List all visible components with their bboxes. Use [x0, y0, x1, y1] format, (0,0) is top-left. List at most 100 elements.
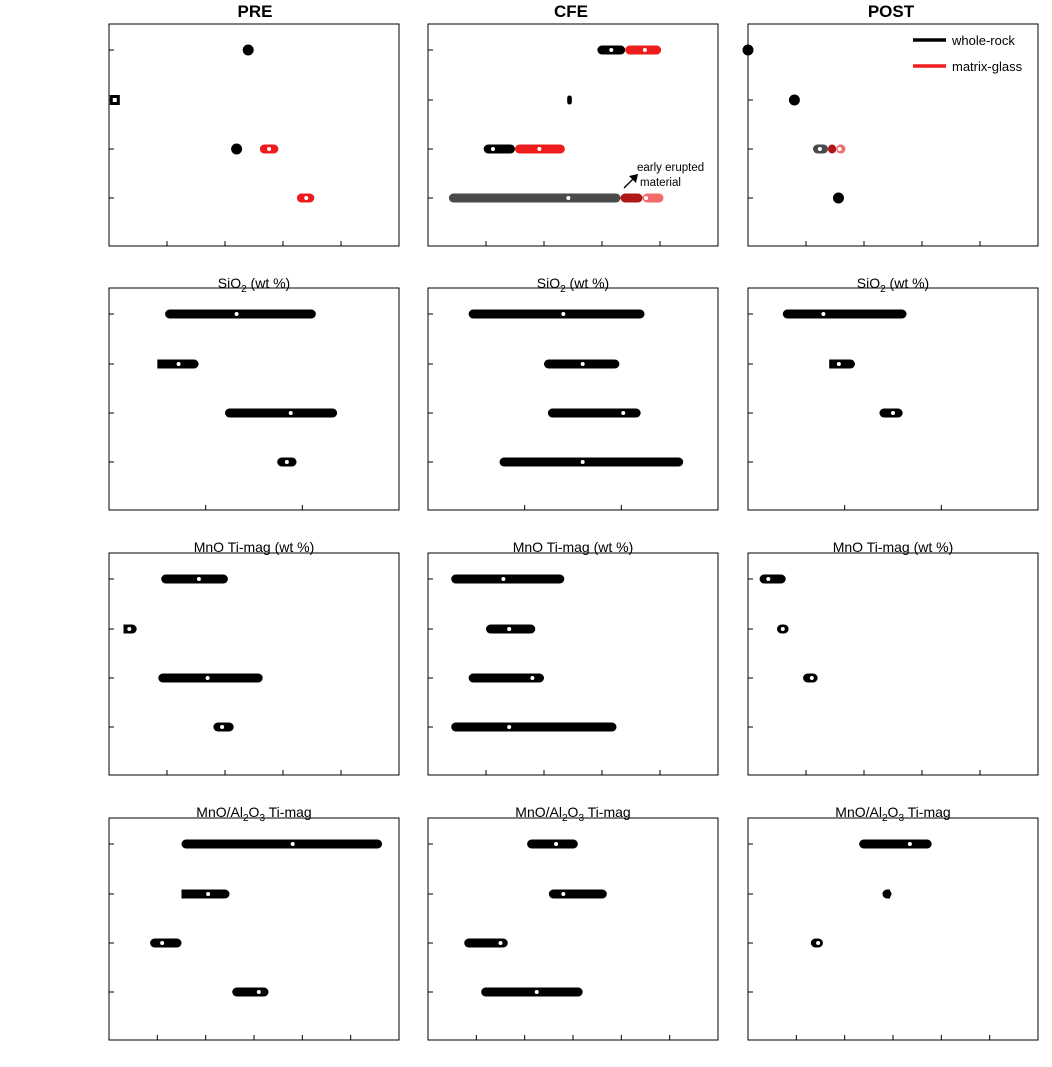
median-marker: [644, 196, 649, 200]
median-marker: [561, 892, 566, 896]
axes-frame: [108, 23, 400, 247]
median-marker: [234, 312, 239, 316]
range-bar-whole-rock: [567, 95, 572, 105]
axes-frame: [108, 287, 400, 511]
median-marker: [160, 941, 165, 945]
median-marker: [907, 842, 912, 846]
axes-frame: [747, 552, 1039, 776]
column-title-post: POST: [868, 2, 915, 21]
panel-tio2-cfe: TiO2 Ti-mag (wt %): [427, 817, 719, 1041]
x-axis-label-part: MnO Ti-mag (wt %): [194, 539, 315, 555]
annotation-line-2: material: [640, 177, 681, 189]
range-bar-whole-rock: [483, 144, 515, 154]
x-axis-label-part: O: [249, 804, 260, 820]
x-axis-label: MnO Ti-mag (wt %): [513, 539, 634, 555]
x-axis-label-part: (wt %): [247, 275, 291, 291]
median-marker: [816, 941, 821, 945]
median-marker: [284, 460, 289, 464]
range-bar-whole-rock: [157, 359, 195, 369]
x-axis-label-part: MnO/Al: [835, 804, 882, 820]
x-axis-label: SiO2 (wt %): [218, 275, 290, 295]
range-bar-dark-red: [828, 144, 837, 154]
axes-frame: [747, 23, 1039, 247]
x-axis-label-part: O: [888, 804, 899, 820]
range-bar-whole-rock: [468, 673, 544, 683]
x-axis-label-part: (wt %): [886, 275, 930, 291]
axes-frame: [427, 23, 719, 247]
whole-rock-point: [242, 44, 254, 56]
range-bar-whole-rock: [158, 673, 263, 683]
whole-rock-point-hole: [112, 98, 117, 102]
x-axis-label: SiO2 (wt %): [857, 275, 929, 295]
axes-frame: [427, 287, 719, 511]
column-title-cfe: CFE: [554, 2, 588, 21]
range-bar-whole-rock: [451, 574, 565, 584]
panel-sio2-post: SiO2 (wt %): [742, 23, 1039, 295]
legend-label-whole-rock: whole-rock: [951, 33, 1015, 48]
x-axis-label: MnO/Al2O3 Ti-mag: [835, 804, 950, 824]
median-marker: [566, 196, 571, 200]
range-bar-whole-rock: [759, 574, 786, 584]
range-bar-whole-rock: [161, 574, 228, 584]
median-marker: [176, 362, 181, 366]
median-marker: [580, 362, 585, 366]
column-title-pre: PRE: [238, 2, 273, 21]
x-axis-label-part: MnO/Al: [196, 804, 243, 820]
median-marker: [196, 577, 201, 581]
x-axis-label-subscript: 2: [880, 284, 886, 295]
range-bar-end: [189, 359, 199, 369]
x-axis-label-part: Ti-mag: [265, 804, 312, 820]
range-bar-whole-rock: [181, 889, 225, 899]
range-bar-end: [127, 624, 137, 634]
median-marker: [288, 411, 293, 415]
legend: whole-rock matrix-glass: [913, 33, 1023, 74]
median-marker: [304, 196, 309, 200]
whole-rock-point: [832, 192, 844, 204]
range-bar-whole-rock-grey: [448, 193, 621, 203]
median-marker: [621, 411, 626, 415]
median-marker: [530, 676, 535, 680]
median-marker: [817, 147, 822, 151]
x-axis-label: MnO/Al2O3 Ti-mag: [196, 804, 311, 824]
median-marker: [580, 460, 585, 464]
panel-sio2-cfe: SiO2 (wt %): [427, 23, 719, 295]
range-bar-whole-rock: [464, 938, 508, 948]
x-axis-label-subscript: 2: [241, 284, 247, 295]
range-bar-whole-rock: [481, 987, 583, 997]
range-bar-whole-rock: [859, 839, 932, 849]
median-marker: [780, 627, 785, 631]
panel-mno_al2o3-post: MnO/Al2O3 Ti-mag: [747, 552, 1039, 824]
median-marker: [507, 725, 512, 729]
x-axis-label: MnO Ti-mag (wt %): [833, 539, 954, 555]
median-marker: [561, 312, 566, 316]
column-titles: PRE CFE POST: [238, 2, 915, 21]
median-marker: [501, 577, 506, 581]
annotation-arrow-head: [629, 174, 638, 183]
median-marker: [609, 48, 614, 52]
panel-mno-cfe: MnO Ti-mag (wt %): [427, 287, 719, 555]
range-bar-whole-rock: [527, 839, 578, 849]
x-axis-label: MnO/Al2O3 Ti-mag: [515, 804, 630, 824]
range-bar-whole-rock: [548, 889, 607, 899]
range-bar-whole-rock: [499, 457, 684, 467]
x-axis-label-part: O: [568, 804, 579, 820]
median-marker: [537, 147, 542, 151]
whole-rock-point: [742, 44, 754, 56]
annotation-line-1: early erupted: [637, 162, 704, 174]
panel-sio2-pre: SiO2 (wt %): [108, 23, 400, 295]
x-axis-label-part: SiO: [218, 275, 241, 291]
median-marker: [205, 676, 210, 680]
panel-mno-pre: MnO Ti-mag (wt %): [108, 287, 400, 555]
range-bar-end: [220, 889, 230, 899]
whole-rock-point: [788, 94, 800, 106]
range-bar-whole-rock: [165, 309, 316, 319]
whole-rock-point: [231, 143, 243, 155]
median-marker: [837, 147, 842, 151]
x-axis-label: MnO Ti-mag (wt %): [194, 539, 315, 555]
panel-mno_al2o3-pre: MnO/Al2O3 Ti-mag: [108, 552, 400, 824]
x-axis-label-part: MnO/Al: [515, 804, 562, 820]
range-bar-whole-rock: [451, 722, 617, 732]
range-bar-early-glass: [642, 193, 664, 203]
x-axis-label-part: SiO: [857, 275, 880, 291]
x-axis-label-part: Ti-mag: [904, 804, 951, 820]
